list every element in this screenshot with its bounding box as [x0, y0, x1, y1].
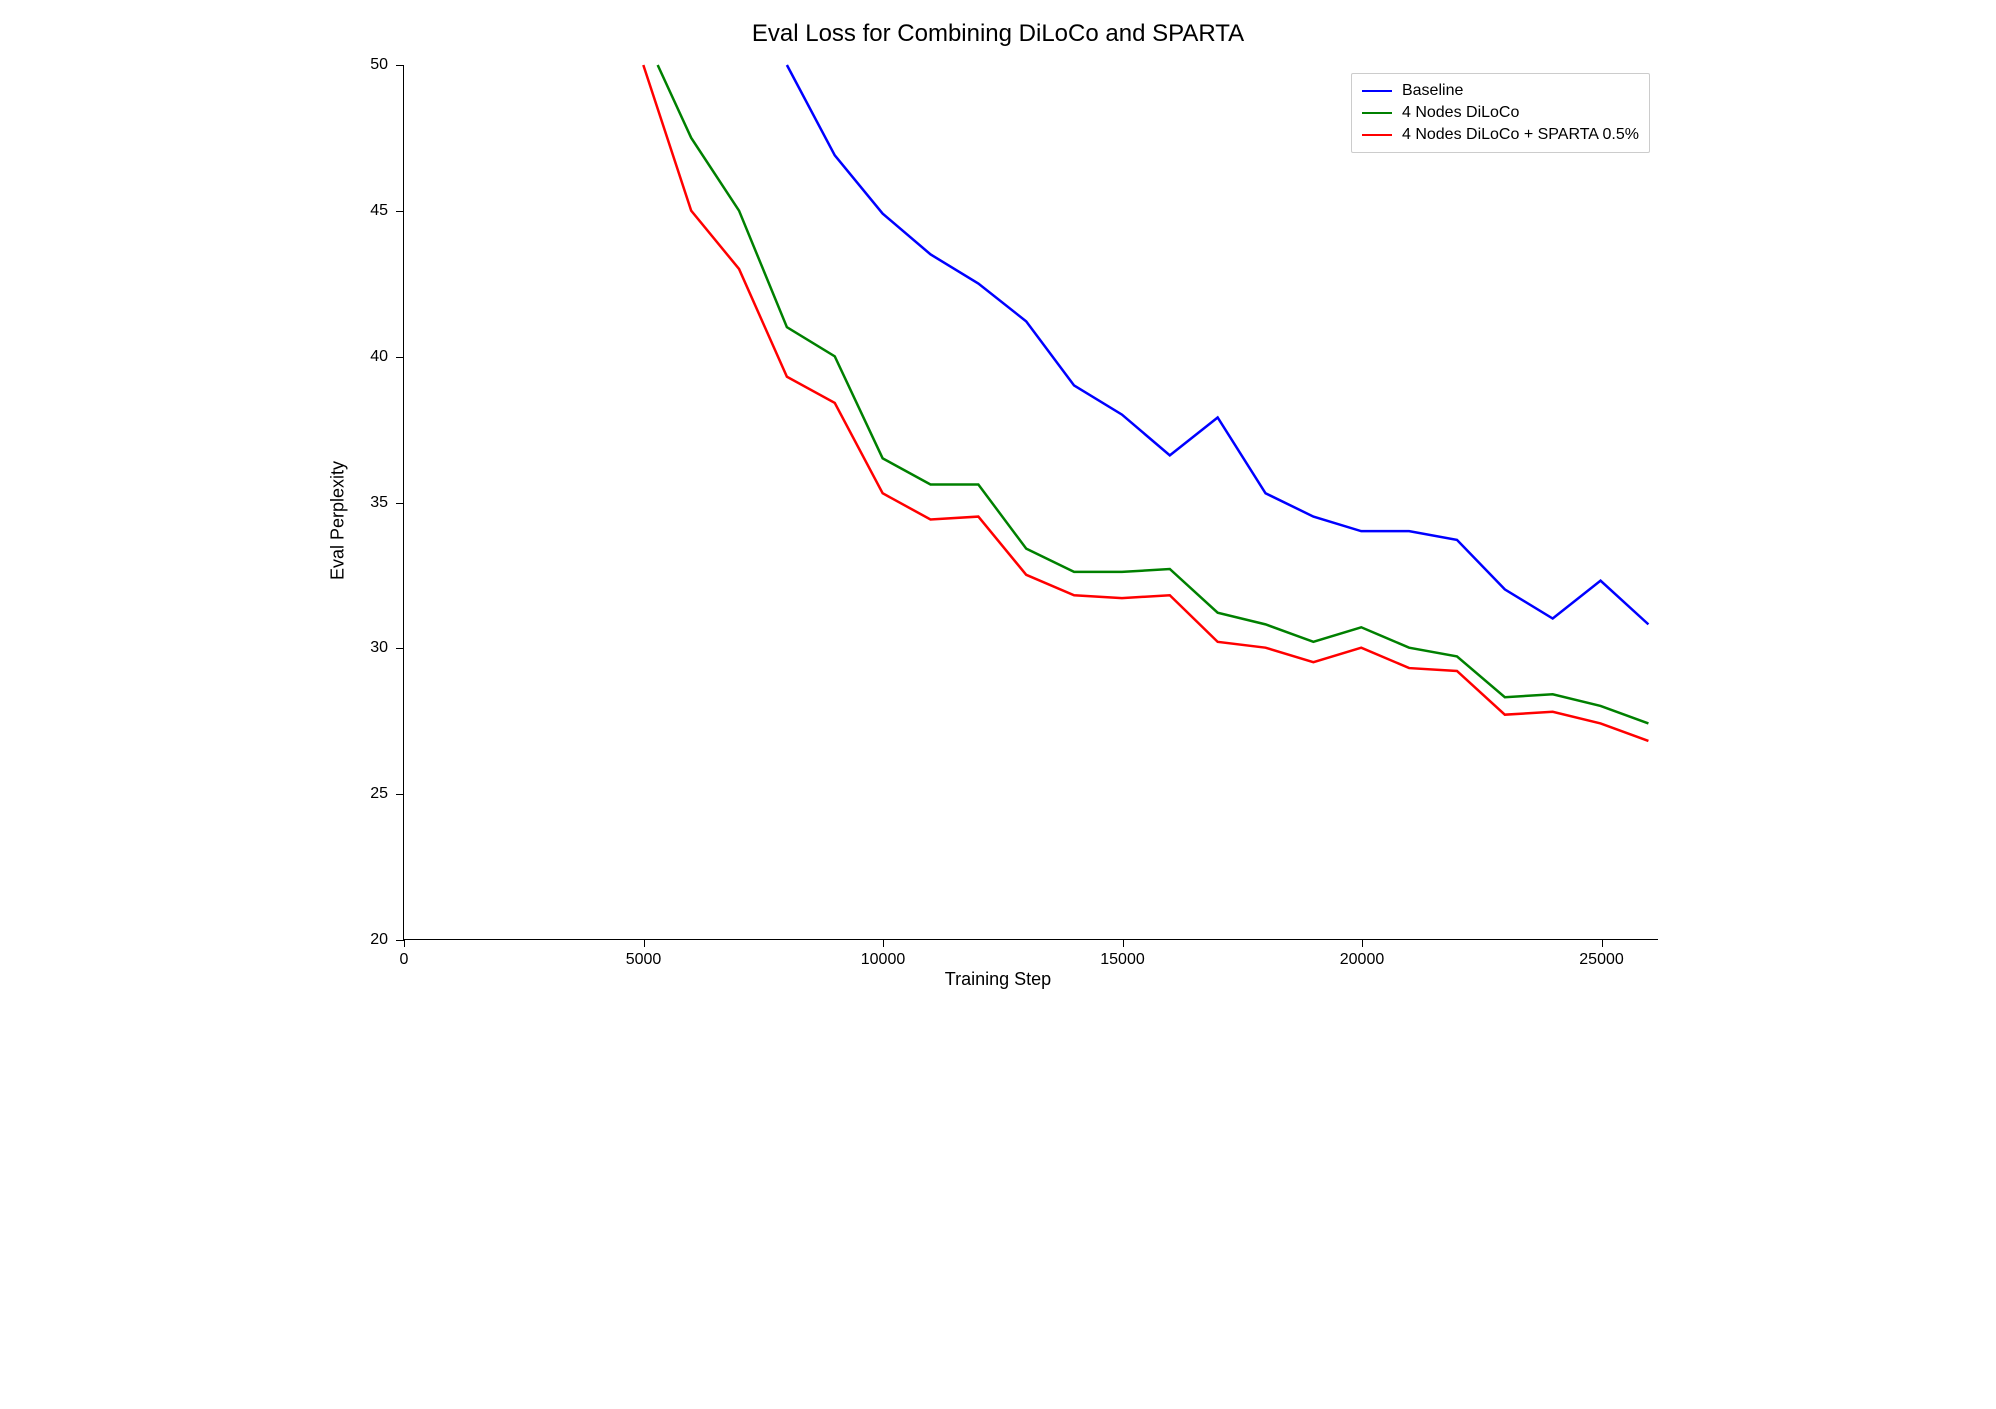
y-tick	[396, 211, 404, 212]
legend-item: Baseline	[1362, 80, 1639, 102]
x-tick	[1362, 939, 1363, 947]
y-tick	[396, 940, 404, 941]
y-tick-label: 25	[370, 785, 388, 803]
x-tick	[404, 939, 405, 947]
x-tick	[1602, 939, 1603, 947]
legend-color-swatch	[1362, 134, 1392, 137]
y-tick-label: 20	[370, 931, 388, 949]
legend-item: 4 Nodes DiLoCo	[1362, 102, 1639, 124]
x-tick-label: 15000	[1100, 951, 1145, 969]
x-tick-label: 10000	[861, 951, 906, 969]
legend-color-swatch	[1362, 90, 1392, 93]
legend-item: 4 Nodes DiLoCo + SPARTA 0.5%	[1362, 124, 1639, 146]
x-axis-label: Training Step	[945, 969, 1051, 990]
y-tick	[396, 65, 404, 66]
y-tick	[396, 794, 404, 795]
plot-area: Baseline 4 Nodes DiLoCo 4 Nodes DiLoCo + S…	[403, 65, 1658, 940]
x-tick	[883, 939, 884, 947]
legend-label: Baseline	[1402, 82, 1463, 100]
legend: Baseline 4 Nodes DiLoCo 4 Nodes DiLoCo + S…	[1351, 73, 1650, 153]
y-axis-label: Eval Perplexity	[328, 461, 349, 580]
x-tick-label: 20000	[1340, 951, 1385, 969]
y-tick-label: 45	[370, 202, 388, 220]
chart-container: Eval Loss for Combining DiLoCo and SPART…	[328, 20, 1668, 1000]
y-tick-label: 30	[370, 639, 388, 657]
series-line	[658, 65, 1649, 723]
y-tick-label: 50	[370, 56, 388, 74]
chart-title: Eval Loss for Combining DiLoCo and SPART…	[328, 20, 1668, 48]
legend-label: 4 Nodes DiLoCo + SPARTA 0.5%	[1402, 126, 1639, 144]
x-tick-label: 0	[400, 951, 409, 969]
legend-label: 4 Nodes DiLoCo	[1402, 104, 1519, 122]
series-line	[643, 65, 1648, 741]
legend-color-swatch	[1362, 112, 1392, 115]
y-tick	[396, 357, 404, 358]
line-plot-svg	[404, 65, 1658, 939]
y-tick	[396, 648, 404, 649]
x-tick	[1123, 939, 1124, 947]
x-tick-label: 25000	[1579, 951, 1624, 969]
y-tick	[396, 503, 404, 504]
x-tick	[644, 939, 645, 947]
x-tick-label: 5000	[626, 951, 662, 969]
y-tick-label: 40	[370, 348, 388, 366]
y-tick-label: 35	[370, 494, 388, 512]
